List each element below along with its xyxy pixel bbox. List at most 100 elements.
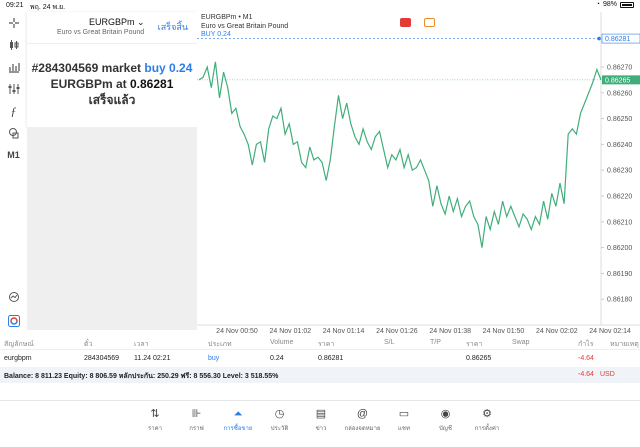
nav-label: ประวัติ xyxy=(270,426,289,432)
current-price-label: 0.86265 xyxy=(605,77,630,84)
y-tick-label: 0.86270 xyxy=(607,64,632,71)
nav-item-chart[interactable]: ⊪ กราฟ xyxy=(177,407,217,433)
crosshair-icon[interactable] xyxy=(6,16,21,30)
status-bar: 09:21 พฤ. 24 พ.ย. ◔ 98% xyxy=(0,0,640,12)
trade-confirmation-panel: EURGBPm ⌄ เสร็จสิ้น Euro vs Great Britai… xyxy=(27,12,197,127)
chart-buy-label: BUY 0.24 xyxy=(201,31,231,38)
column-header[interactable]: ราคา xyxy=(466,341,483,348)
total-profit: -4.64 xyxy=(578,371,594,378)
price-series-line xyxy=(198,61,602,248)
column-header[interactable]: สัญลักษณ์ xyxy=(4,341,34,348)
nav-item-chat[interactable]: ▭ แชท xyxy=(384,407,424,433)
column-header[interactable]: กำไร xyxy=(578,341,594,348)
table-cell: 284304569 xyxy=(84,355,120,362)
bottom-nav: ⇅ ราคา ⊪ กราฟ ⏶ การซื้อขาย ◷ ประวัติ ▤ ข่าว @ กล่อง… xyxy=(0,400,640,447)
column-header[interactable]: Swap xyxy=(512,339,530,346)
current-price-box xyxy=(602,75,640,85)
nav-label: แชท xyxy=(398,426,410,432)
status-date: พฤ. 24 พ.ย. xyxy=(30,4,66,11)
y-tick-label: 0.86190 xyxy=(607,271,632,278)
y-tick-label: 0.86230 xyxy=(607,168,632,175)
toast-line-status: เสร็จแล้ว xyxy=(88,93,136,107)
toast-message: #284304569 market buy 0.24 EURGBPm at 0.… xyxy=(27,60,197,108)
nav-item-history[interactable]: ◷ ประวัติ xyxy=(260,407,300,433)
sell-quick-button[interactable] xyxy=(400,18,411,27)
account-icon: ◉ xyxy=(440,408,451,420)
news-icon: ▤ xyxy=(315,408,327,420)
price-chart[interactable]: 0.86270 0.86260 0.86250 0.86240 0.86230 0.862… xyxy=(197,12,640,335)
x-tick-label: 24 Nov 01:50 xyxy=(483,328,525,335)
nav-item-trade[interactable]: ⏶ การซื้อขาย xyxy=(218,407,258,433)
indicators-icon[interactable] xyxy=(6,82,21,96)
table-cell: -4.64 xyxy=(578,355,594,362)
order-symbol-text: EURGBPm at xyxy=(50,77,127,91)
x-tick-label: 24 Nov 01:14 xyxy=(323,328,365,335)
timeframe-button[interactable]: M1 xyxy=(7,150,20,160)
toast-description: Euro vs Great Britain Pound xyxy=(57,29,145,36)
nav-label: การตั้งค่า xyxy=(474,426,500,432)
y-tick-label: 0.86240 xyxy=(607,142,632,149)
nav-label: บัญชี xyxy=(439,426,452,432)
bars-icon[interactable] xyxy=(6,60,21,74)
column-header[interactable]: T/P xyxy=(430,339,441,346)
function-icon[interactable]: ƒ xyxy=(10,103,17,118)
battery-percent: 98% xyxy=(602,1,617,8)
column-header[interactable]: หมายเหตุ xyxy=(610,341,639,348)
status-right: ◔ 98% xyxy=(596,1,634,8)
balance-row: Balance: 8 811.23 Equity: 8 806.59 หลักป… xyxy=(0,367,640,383)
x-tick-label: 24 Nov 01:26 xyxy=(376,328,418,335)
column-header[interactable]: ประเภท xyxy=(208,341,232,348)
chevron-down-icon: ⌄ xyxy=(137,17,145,27)
wifi-icon: ◔ xyxy=(595,1,600,8)
candles-icon[interactable] xyxy=(6,38,21,52)
toast-symbol-selector[interactable]: EURGBPm ⌄ xyxy=(89,17,145,28)
mailbox-icon: @ xyxy=(356,408,369,420)
toast-line-order: #284304569 market buy 0.24 xyxy=(27,60,197,76)
buy-price-label: 0.86281 xyxy=(605,36,630,43)
total-currency: USD xyxy=(600,371,615,378)
column-header[interactable]: ตั๋ว xyxy=(84,341,93,348)
quotes-icon: ⇅ xyxy=(150,408,160,420)
table-cell: 0.86265 xyxy=(466,355,492,362)
nav-item-settings[interactable]: ⚙ การตั้งค่า xyxy=(467,407,507,433)
table-cell: 0.24 xyxy=(270,355,284,362)
trade-icon: ⏶ xyxy=(233,408,243,420)
nav-item-account[interactable]: ◉ บัญชี xyxy=(426,407,466,433)
nav-label: ราคา xyxy=(148,426,162,432)
y-tick-label: 0.86180 xyxy=(607,297,632,304)
column-header[interactable]: S/L xyxy=(384,339,395,346)
table-cell: eurgbpm xyxy=(4,355,32,362)
objects-icon[interactable] xyxy=(6,126,21,140)
done-button[interactable]: เสร็จสิ้น xyxy=(157,22,188,32)
nav-item-mailbox[interactable]: @ กล่องจดหมาย xyxy=(343,407,383,433)
brand-logo-icon[interactable] xyxy=(6,314,21,328)
x-tick-label: 24 Nov 01:02 xyxy=(269,328,311,335)
column-header[interactable]: Volume xyxy=(270,339,294,346)
y-tick-label: 0.86250 xyxy=(607,116,632,123)
toast-header: EURGBPm ⌄ เสร็จสิ้น Euro vs Great Britai… xyxy=(27,12,197,44)
buy-marker xyxy=(597,36,601,41)
trade-table: สัญลักษณ์ ตั๋ว เวลา ประเภท Volume ราคา S/L T/P ร… xyxy=(0,335,640,388)
nav-item-news[interactable]: ▤ ข่าว xyxy=(301,407,341,433)
table-cell: buy xyxy=(208,355,220,362)
chart-canvas[interactable]: 0.86270 0.86260 0.86250 0.86240 0.86230 0.862… xyxy=(197,12,640,335)
y-tick-label: 0.86260 xyxy=(607,90,632,97)
one-click-icon[interactable] xyxy=(424,18,435,27)
table-row[interactable]: eurgbpm 284304569 11.24 02:21 buy 0.24 0.8628… xyxy=(0,351,640,366)
nav-item-quotes[interactable]: ⇅ ราคา xyxy=(135,407,175,433)
x-tick-label: 24 Nov 01:38 xyxy=(429,328,471,335)
column-header[interactable]: ราคา xyxy=(318,341,335,348)
chart-title: EURGBPm • M1 xyxy=(201,14,253,21)
order-action-text: buy 0.24 xyxy=(144,61,193,75)
market-watch-icon[interactable] xyxy=(6,290,21,304)
nav-label: กราฟ xyxy=(189,426,204,432)
y-tick-label: 0.86220 xyxy=(607,193,632,200)
x-tick-label: 24 Nov 00:50 xyxy=(216,328,258,335)
history-icon: ◷ xyxy=(274,408,285,420)
buy-price-box xyxy=(601,33,640,44)
order-ticket-text: #284304569 market xyxy=(31,61,142,75)
x-tick-label: 24 Nov 02:02 xyxy=(536,328,578,335)
table-cell: 0.86281 xyxy=(318,355,344,362)
battery-icon xyxy=(620,1,634,8)
column-header[interactable]: เวลา xyxy=(134,341,149,348)
